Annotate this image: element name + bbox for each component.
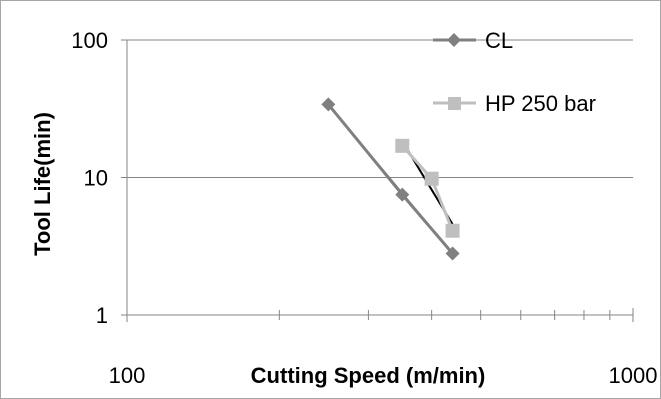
x-axis-title: Cutting Speed (m/min) [251, 363, 486, 388]
data-point-square [395, 138, 410, 153]
x-tick-label: 100 [109, 363, 146, 388]
legend-label-cl: CL [485, 28, 513, 53]
tick-labels: 1 10 100 100 1000 [71, 28, 657, 388]
legend-item-hp250: HP 250 bar [433, 91, 596, 116]
data-point-diamond [395, 187, 410, 202]
axes [121, 39, 634, 322]
data-point-square [445, 223, 460, 238]
y-tick-label: 1 [96, 303, 108, 328]
series-line-1 [401, 144, 454, 232]
legend-item-cl: CL [433, 28, 513, 53]
data-markers [321, 97, 460, 261]
legend-square-marker [448, 97, 461, 110]
legend: CL HP 250 bar [433, 28, 596, 116]
legend-diamond-marker [447, 33, 461, 47]
legend-label-hp250: HP 250 bar [485, 91, 596, 116]
y-tick-label: 100 [71, 28, 108, 53]
y-tick-label: 10 [84, 166, 108, 191]
data-point-square [424, 171, 439, 186]
data-point-diamond [445, 246, 460, 261]
gridlines [127, 39, 633, 316]
x-tick-label: 1000 [609, 363, 658, 388]
data-point-diamond [321, 97, 336, 112]
y-axis-title: Tool Life(min) [30, 112, 55, 256]
